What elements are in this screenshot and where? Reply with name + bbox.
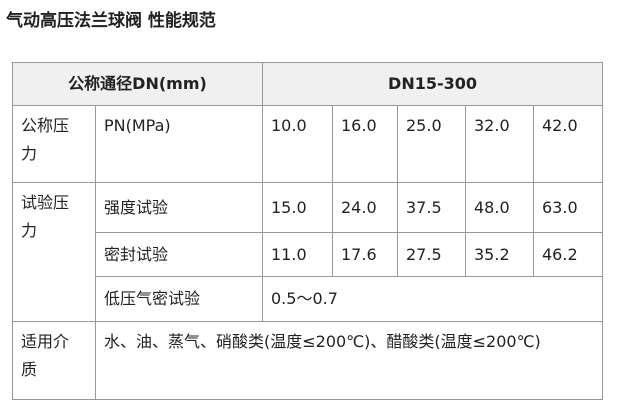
group-cell: 适用介质 [12, 321, 96, 400]
value-cell: 32.0 [465, 105, 534, 183]
value-cell: 42.0 [532, 105, 604, 183]
value-cell: 24.0 [332, 182, 398, 233]
group-cell: 公称压力 [12, 105, 96, 183]
title: 气动高压法兰球阀 性能规范 [6, 11, 216, 31]
value-cell: 0.5～0.7 [261, 276, 604, 322]
value-cell: 17.6 [332, 232, 398, 277]
value-cell: 35.2 [465, 232, 534, 277]
row: 公称压力 PN(MPa) 10.0 16.0 25.0 32.0 42.0 [12, 105, 604, 183]
header-cell: DN15-300 [261, 62, 604, 106]
row: 密封试验 11.0 17.6 27.5 35.2 46.2 [13, 232, 604, 277]
value-cell: 46.2 [532, 232, 604, 277]
group-cell: 试验压力 [12, 182, 96, 322]
label-cell: PN(MPa) [95, 105, 263, 183]
label-cell: 低压气密试验 [95, 276, 263, 322]
value-cell: 11.0 [262, 232, 333, 277]
header-row: 公称通径DN(mm) DN15-300 [12, 62, 604, 106]
row: 低压气密试验 0.5～0.7 [13, 276, 604, 322]
value-cell: 16.0 [332, 105, 398, 183]
value-cell: 水、油、蒸气、硝酸类(温度≤200℃)、醋酸类(温度≤200℃) [94, 321, 604, 400]
value-cell: 63.0 [532, 182, 604, 233]
label-cell: 密封试验 [95, 232, 263, 277]
row: 试验压力 强度试验 15.0 24.0 37.5 48.0 63.0 [12, 182, 604, 322]
value-cell: 25.0 [397, 105, 466, 183]
value-cell: 10.0 [262, 105, 333, 183]
value-cell: 27.5 [397, 232, 466, 277]
row: 适用介质 水、油、蒸气、硝酸类(温度≤200℃)、醋酸类(温度≤200℃) [12, 321, 604, 400]
value-cell: 48.0 [465, 182, 534, 233]
spec-table: 公称通径DN(mm) DN15-300 公称压力 PN(MPa) 10.0 16… [12, 62, 604, 400]
value-cell: 37.5 [397, 182, 466, 233]
header-cell: 公称通径DN(mm) [12, 62, 263, 106]
value-cell: 15.0 [262, 182, 333, 233]
label-cell: 强度试验 [95, 182, 263, 233]
